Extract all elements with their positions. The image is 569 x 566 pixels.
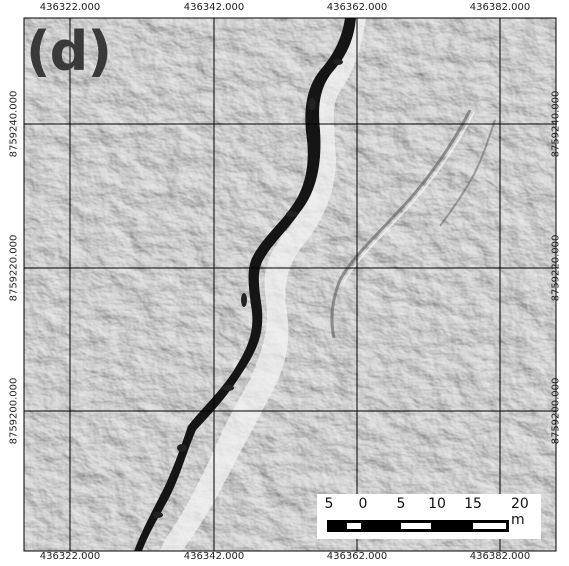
- x-label-top: 436382.000: [469, 2, 531, 13]
- scale-label: 0: [358, 496, 368, 512]
- x-label-bottom: 436322.000: [39, 551, 101, 562]
- scale-bar: 5 0 5 10 15 20 m: [317, 494, 541, 539]
- panel-label: (d): [26, 20, 112, 83]
- scale-segment: [473, 523, 506, 529]
- x-label-top: 436322.000: [39, 2, 101, 13]
- map-border: [23, 17, 557, 552]
- y-label-left: 8759240.000: [8, 90, 20, 158]
- y-label-right: 8759240.000: [550, 90, 562, 158]
- x-label-bottom: 436382.000: [469, 551, 531, 562]
- y-label-left: 8759200.000: [8, 377, 20, 445]
- secondary-channel-highlight: [343, 111, 475, 283]
- scale-label: 15: [464, 496, 482, 512]
- y-label-right: 8759200.000: [550, 377, 562, 445]
- x-label-bottom: 436342.000: [183, 551, 245, 562]
- y-label-left: 8759220.000: [8, 234, 20, 302]
- scale-segment: [401, 523, 431, 529]
- x-label-top: 436362.000: [326, 2, 388, 13]
- x-label-top: 436342.000: [183, 2, 245, 13]
- scale-segment: [347, 523, 361, 529]
- scale-label: 10: [428, 496, 446, 512]
- scale-label: 20 m: [511, 496, 529, 528]
- coordinate-grid: [24, 18, 556, 551]
- scale-bar-graphic: [327, 520, 509, 532]
- secondary-channel: [330, 109, 472, 339]
- scarp-flecks: [153, 59, 343, 518]
- scale-label: 5: [324, 496, 334, 512]
- y-label-right: 8759220.000: [550, 234, 562, 302]
- scarp-highlight: [160, 18, 366, 551]
- upper-gully: [439, 119, 496, 227]
- x-label-bottom: 436362.000: [326, 551, 388, 562]
- hillshade-texture: [24, 18, 556, 551]
- scale-label: 5: [396, 496, 406, 512]
